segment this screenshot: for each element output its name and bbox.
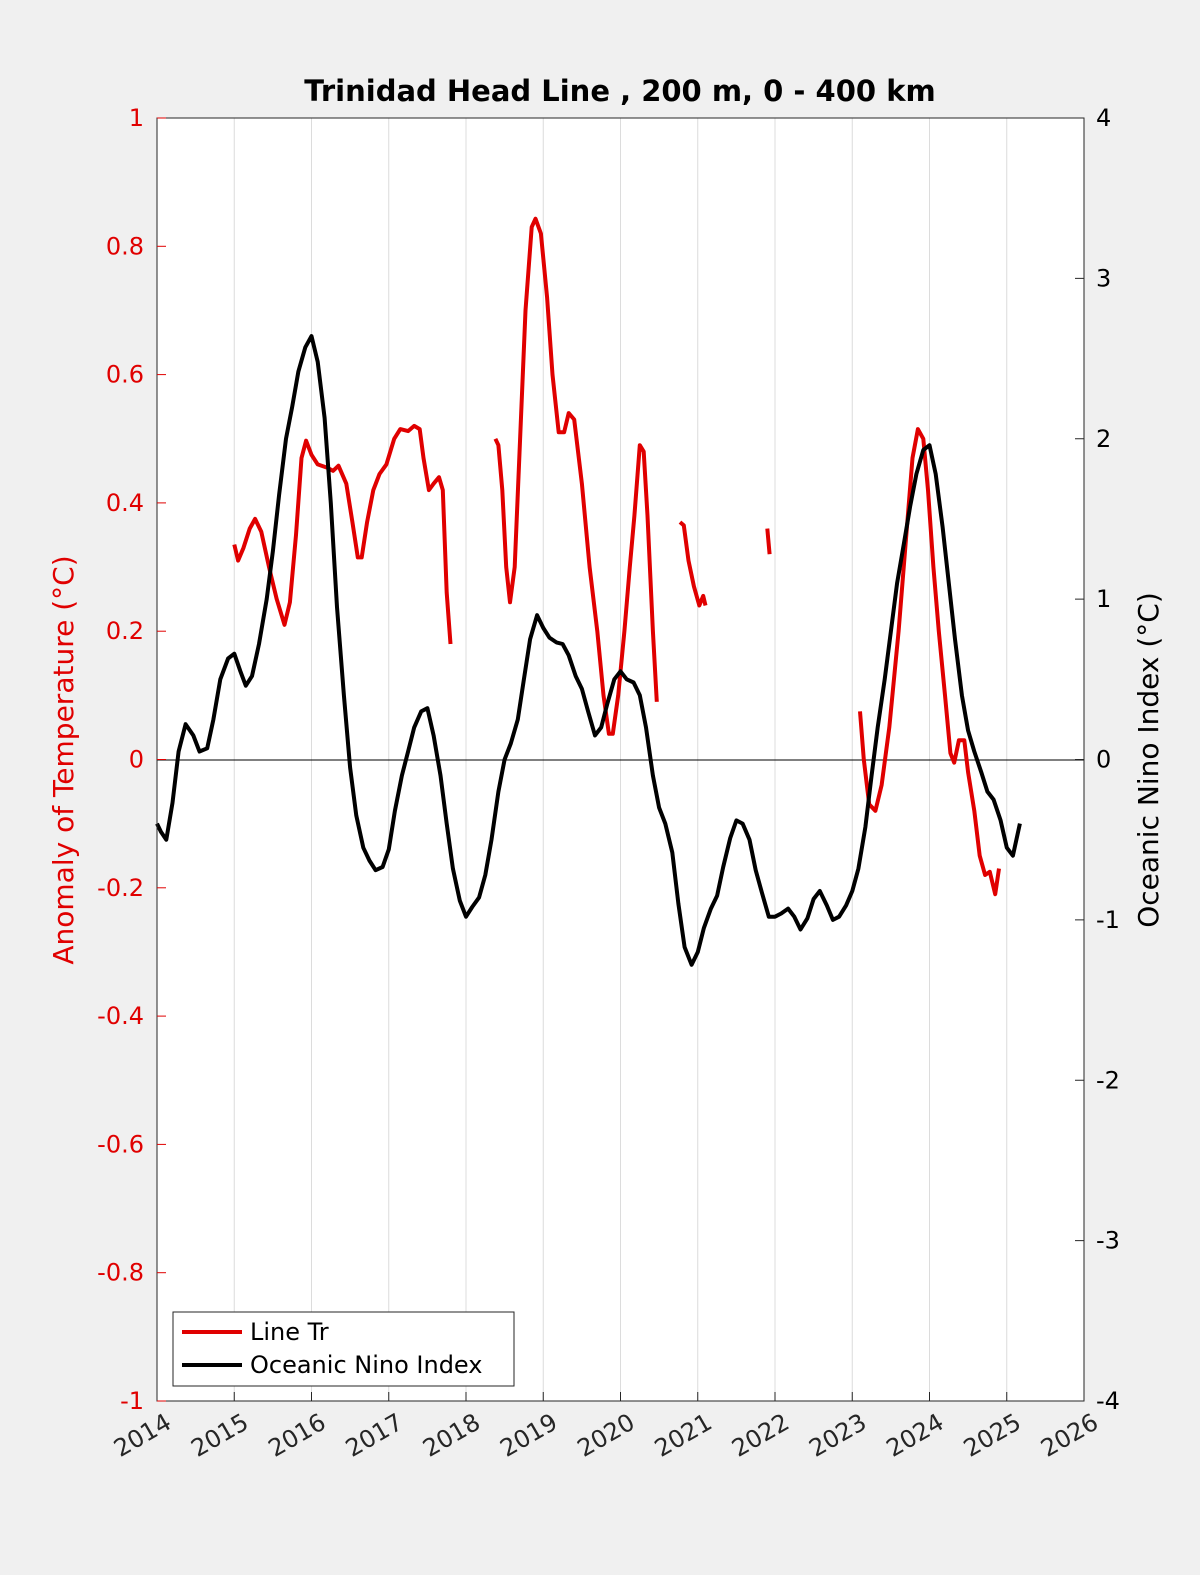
- series-line-tr: [678, 520, 708, 608]
- legend: Line Tr Oceanic Nino Index: [172, 1311, 515, 1387]
- y-right-tick-label: -4: [1096, 1387, 1120, 1415]
- legend-label-line-tr: Line Tr: [250, 1318, 329, 1346]
- y-left-tick-label: 0.8: [106, 232, 144, 260]
- y-right-tick-label: 2: [1096, 425, 1111, 453]
- y-left-tick-label: -0.4: [97, 1002, 144, 1030]
- y-right-tick-label: 4: [1096, 104, 1111, 132]
- y-right-tick-label: 1: [1096, 585, 1111, 613]
- y-axis-left-label: Anomaly of Temperature (°C): [47, 555, 80, 964]
- y-left-tick-label: 0.2: [106, 617, 144, 645]
- chart-title: Trinidad Head Line , 200 m, 0 - 400 km: [304, 74, 935, 108]
- series-line-tr: [858, 427, 1001, 897]
- y-right-tick-label: -3: [1096, 1227, 1120, 1255]
- y-right-tick-label: -1: [1096, 906, 1120, 934]
- series-line-tr: [765, 528, 772, 555]
- y-left-tick-label: 0: [129, 746, 144, 774]
- y-left-tick-label: -0.8: [97, 1259, 144, 1287]
- y-right-tick-label: 3: [1096, 264, 1111, 292]
- y-left-tick-label: 0.4: [106, 489, 144, 517]
- series-line-tr: [493, 216, 659, 736]
- series-line-oni: [155, 334, 1022, 967]
- legend-label-oni: Oceanic Nino Index: [250, 1351, 482, 1379]
- y-left-tick-label: -0.2: [97, 874, 144, 902]
- y-axis-right-label: Oceanic Nino Index (°C): [1132, 592, 1165, 928]
- y-left-tick-label: -0.6: [97, 1130, 144, 1158]
- series-group: [155, 216, 1022, 967]
- ticks: 2014 2015 2016 2017 2018 2019 2020 2021 2022 2023…: [97, 104, 1120, 1463]
- y-left-tick-label: 0.6: [106, 361, 144, 389]
- y-left-tick-label: 1: [129, 104, 144, 132]
- legend-box: [172, 1311, 515, 1387]
- y-right-tick-label: -2: [1096, 1066, 1120, 1094]
- y-left-tick-label: -1: [120, 1387, 144, 1415]
- y-right-tick-label: 0: [1096, 746, 1111, 774]
